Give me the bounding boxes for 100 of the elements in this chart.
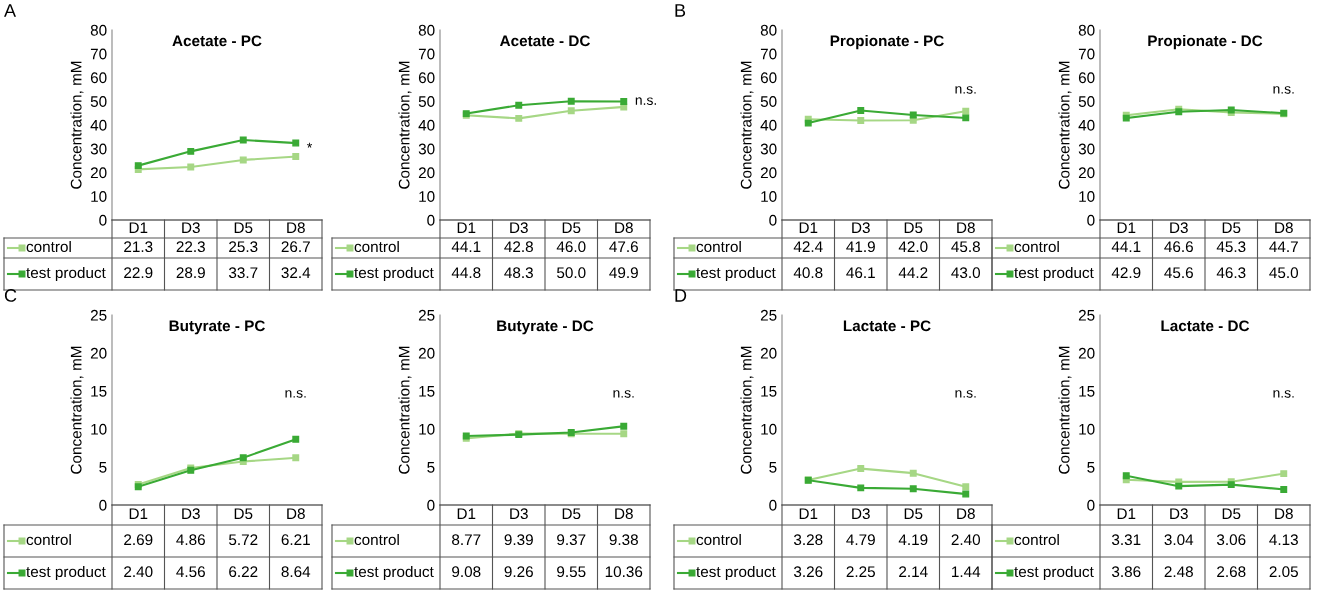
y-tick-label: 0	[427, 499, 435, 511]
data-label: 44.1	[1111, 241, 1141, 252]
x-tick-label: D1	[457, 508, 476, 519]
data-label: 9.39	[504, 534, 533, 546]
data-label: 21.3	[124, 241, 153, 253]
x-tick-label: D3	[510, 222, 528, 234]
y-tick-label: 40	[90, 119, 107, 131]
y-tick-label: 10	[1079, 191, 1095, 202]
y-axis-title: Concentration, mM	[70, 346, 84, 474]
data-label: 33.7	[228, 267, 258, 279]
y-tick-label: 70	[1078, 48, 1095, 60]
text: B	[675, 4, 686, 17]
chart-title: Propionate - DC	[1148, 35, 1263, 50]
data-label: 49.9	[609, 267, 638, 279]
legend-label: test product	[696, 266, 776, 282]
y-tick-label: 10	[91, 191, 107, 202]
x-tick-label: D3	[1170, 508, 1188, 520]
data-label: 8.77	[452, 534, 481, 546]
data-label: 47.6	[609, 241, 638, 253]
y-axis-title: Concentration, mM	[70, 61, 84, 189]
y-tick-label: 80	[1078, 24, 1095, 36]
data-label: 2.48	[1164, 566, 1193, 578]
legend-label: control	[696, 240, 741, 253]
data-label: 2.14	[899, 566, 928, 577]
data-label: 32.4	[281, 267, 311, 279]
data-label: 8.64	[281, 566, 311, 578]
y-tick-label: 25	[760, 309, 777, 321]
data-label: 2.40	[124, 566, 153, 578]
x-tick-label: D8	[615, 222, 633, 234]
x-tick-label: D5	[904, 222, 923, 234]
x-tick-label: D5	[234, 222, 253, 234]
y-tick-label: 0	[1087, 499, 1095, 511]
data-label: 10.36	[605, 566, 643, 578]
annotation: n.s.	[285, 390, 306, 398]
y-tick-label: 5	[769, 462, 777, 473]
x-tick-label: D3	[182, 508, 200, 520]
y-tick-label: 50	[1078, 96, 1095, 107]
data-label: 3.31	[1111, 534, 1141, 546]
data-label: 4.13	[1269, 534, 1298, 546]
legend-label: test product	[696, 565, 776, 581]
data-label: 2.68	[1217, 566, 1246, 578]
y-tick-label: 20	[760, 167, 777, 179]
y-tick-label: 70	[90, 48, 107, 60]
chart-title: Lactate - PC	[843, 320, 931, 332]
x-tick-label: D8	[957, 508, 975, 520]
y-tick-label: 30	[760, 143, 777, 155]
data-label: 5.72	[229, 534, 258, 546]
y-tick-label: 40	[760, 119, 777, 131]
annotation: n.s.	[1273, 390, 1294, 398]
chart-title: Acetate - DC	[499, 35, 590, 47]
y-tick-label: 80	[90, 24, 107, 36]
chart-title: Butyrate - PC	[169, 320, 265, 335]
y-tick-label: 40	[418, 119, 435, 131]
annotation: n.s.	[1273, 86, 1294, 94]
legend-label: control	[354, 240, 399, 253]
annotation: n.s.	[955, 86, 976, 94]
x-tick-label: D1	[457, 222, 476, 233]
legend-label: test product	[354, 266, 434, 282]
x-tick-label: D5	[562, 508, 581, 520]
y-tick-label: 15	[91, 386, 107, 397]
data-label: 9.37	[557, 534, 586, 546]
x-tick-label: D1	[129, 508, 148, 519]
data-label: 46.6	[1164, 241, 1193, 253]
y-tick-label: 60	[90, 72, 107, 84]
y-tick-label: 15	[761, 386, 777, 397]
x-tick-label: D1	[1117, 222, 1136, 233]
data-label: 48.3	[504, 267, 533, 279]
y-tick-label: 0	[99, 499, 107, 511]
y-axis-title: Concentration, mM	[398, 61, 412, 189]
data-label: 46.0	[556, 241, 586, 253]
data-label: 42.0	[898, 241, 928, 253]
y-tick-label: 20	[418, 347, 435, 359]
y-tick-label: 40	[1078, 119, 1095, 131]
annotation: n.s.	[955, 390, 976, 398]
annotation: n.s.	[635, 97, 656, 105]
data-label: 2.25	[846, 566, 875, 578]
y-tick-label: 30	[90, 143, 107, 155]
x-tick-label: D8	[287, 222, 305, 234]
y-tick-label: 10	[761, 423, 777, 435]
y-tick-label: 20	[1078, 347, 1095, 359]
data-label: 45.0	[1269, 267, 1299, 279]
data-label: 22.3	[176, 241, 205, 253]
y-tick-label: 30	[1078, 143, 1095, 155]
x-tick-label: D5	[234, 508, 253, 520]
data-label: 41.9	[846, 241, 875, 253]
data-label: 44.7	[1269, 241, 1298, 252]
y-tick-label: 20	[90, 167, 107, 179]
y-tick-label: 10	[419, 423, 435, 435]
y-tick-label: 5	[1087, 462, 1095, 473]
data-label: 3.06	[1216, 534, 1246, 546]
x-tick-label: D1	[129, 222, 148, 233]
y-tick-label: 0	[769, 214, 777, 226]
y-tick-label: 30	[418, 143, 435, 155]
x-tick-label: D3	[182, 222, 200, 234]
data-label: 26.7	[281, 241, 310, 253]
data-label: 4.79	[846, 534, 875, 546]
y-tick-label: 25	[1078, 309, 1095, 321]
y-tick-label: 15	[419, 386, 435, 397]
data-label: 45.6	[1164, 267, 1193, 279]
y-tick-label: 80	[760, 24, 777, 36]
